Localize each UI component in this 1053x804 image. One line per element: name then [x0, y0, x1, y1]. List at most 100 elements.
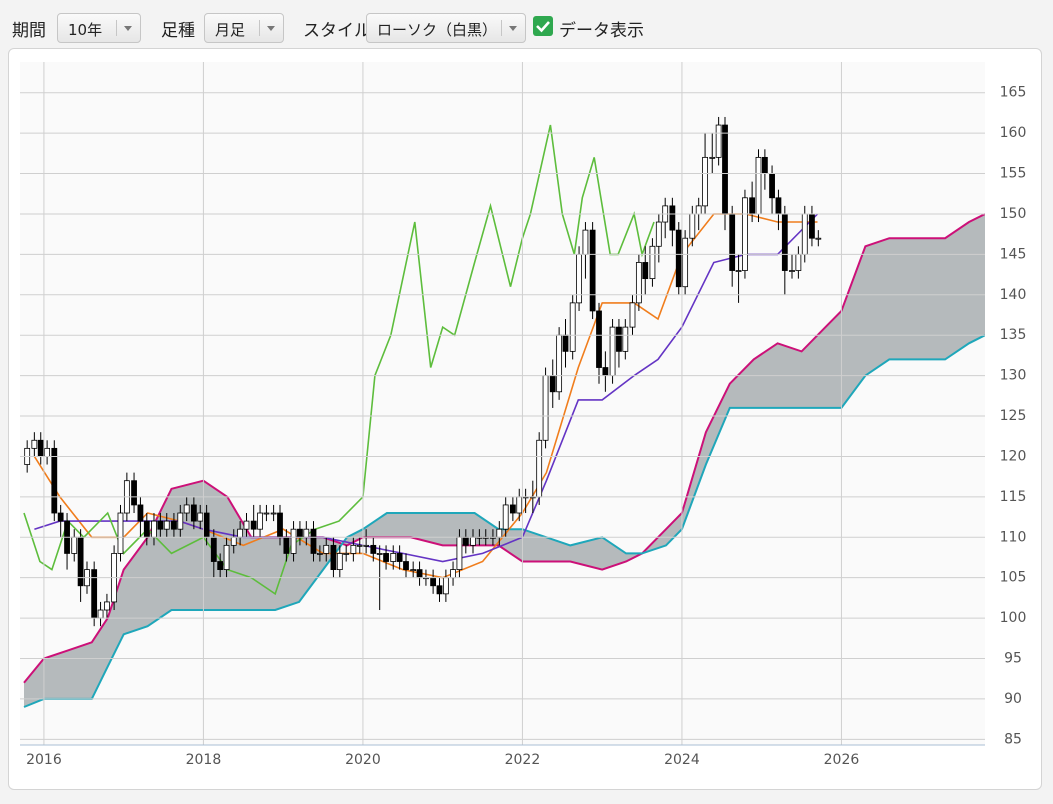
cloud — [24, 214, 985, 707]
candle-body — [210, 536, 217, 562]
candle-body — [809, 213, 815, 239]
y-tick-label: 105 — [1000, 570, 1027, 586]
candle-body — [330, 544, 337, 571]
candle-body — [549, 375, 556, 393]
style-label: スタイル — [303, 21, 371, 41]
indicator-line — [23, 124, 655, 596]
candle-body — [283, 536, 290, 554]
period-label: 期間 — [12, 21, 46, 41]
candle-body — [376, 553, 383, 555]
candle-body — [44, 447, 51, 457]
style-select[interactable]: ローソク（白黒） — [366, 13, 526, 43]
candle-body — [117, 512, 124, 554]
y-tick-label: 165 — [1000, 85, 1027, 101]
candle-body — [576, 253, 582, 304]
candle-body — [316, 553, 323, 555]
candle-body — [163, 520, 170, 530]
x-tick-label: 2026 — [824, 752, 860, 768]
candle-body — [596, 310, 602, 368]
candle-body — [815, 237, 822, 240]
y-tick-label: 125 — [1000, 408, 1027, 424]
candle-body — [450, 569, 456, 579]
x-tick-label: 2016 — [26, 752, 62, 768]
y-tick-label: 85 — [1004, 731, 1022, 747]
candle-body — [356, 544, 363, 547]
y-tick-label: 115 — [1000, 489, 1027, 505]
candle-body — [403, 561, 409, 571]
candle-body — [31, 439, 38, 449]
candle-body — [649, 245, 656, 280]
candle-body — [655, 221, 662, 247]
candle-body — [57, 512, 64, 522]
candle-body — [277, 512, 283, 538]
candle-body — [462, 536, 469, 546]
dropdown-arrow — [501, 20, 517, 36]
y-tick-label: 100 — [1000, 610, 1027, 626]
candle-body — [589, 229, 596, 312]
bar-value: 月足 — [215, 21, 246, 39]
candle-body — [370, 544, 377, 554]
candle-body — [781, 213, 788, 271]
candle-body — [237, 528, 244, 538]
candle-body — [336, 553, 343, 571]
candle-body — [183, 504, 190, 514]
candle-body — [343, 553, 350, 555]
candle-body — [77, 536, 84, 587]
candle-body — [71, 536, 78, 554]
candle-body — [270, 512, 277, 515]
x-tick-label: 2020 — [345, 752, 381, 768]
style-value: ローソク（白黒） — [377, 21, 498, 39]
dropdown-arrow — [259, 20, 275, 36]
y-tick-label: 140 — [1000, 287, 1027, 303]
candle-body — [616, 326, 622, 352]
candle-body — [350, 544, 357, 554]
candle-body — [742, 197, 748, 271]
candle-body — [702, 156, 708, 207]
candle-body — [190, 504, 197, 522]
y-tick-label: 130 — [1000, 368, 1027, 384]
candle-body — [263, 512, 270, 515]
candle-body — [456, 536, 463, 571]
candle-body — [470, 536, 476, 546]
candle-body — [556, 334, 563, 393]
candle-body — [203, 512, 210, 538]
bar-label: 足種 — [161, 21, 195, 41]
candle-body — [795, 253, 802, 271]
candle-body — [250, 520, 257, 530]
candle-body — [689, 213, 696, 239]
candle-body — [622, 326, 629, 352]
candle-body — [143, 520, 150, 538]
candle-body — [642, 262, 649, 280]
candle-body — [303, 528, 310, 538]
candle-body — [230, 536, 237, 546]
period-select[interactable]: 10年 — [57, 13, 141, 43]
candle-body — [729, 213, 736, 271]
candle-body — [609, 326, 616, 377]
y-tick-label: 135 — [1000, 327, 1027, 343]
y-tick-label: 95 — [1004, 651, 1022, 667]
x-tick-label: 2018 — [186, 752, 222, 768]
candle-body — [157, 520, 164, 530]
candle-body — [177, 512, 184, 530]
candle-body — [243, 520, 250, 530]
data-label[interactable]: データ表示 — [559, 21, 644, 41]
span-b-line — [23, 334, 985, 708]
candle-body — [131, 480, 137, 506]
candle-body — [310, 528, 317, 554]
candle-body — [257, 512, 263, 530]
y-tick-label: 160 — [1000, 125, 1027, 141]
candle-body — [569, 302, 576, 352]
bar-select[interactable]: 月足 — [204, 13, 284, 43]
candle-body — [602, 367, 609, 377]
data-checkbox[interactable] — [533, 16, 553, 36]
y-tick-label: 90 — [1004, 691, 1022, 707]
candle-body — [496, 528, 503, 538]
candle-body — [709, 156, 716, 159]
candle-body — [695, 205, 702, 215]
candle-body — [755, 156, 762, 215]
x-tick-label: 2024 — [664, 752, 700, 768]
candle-body — [363, 544, 370, 547]
y-tick-label: 120 — [1000, 448, 1027, 464]
